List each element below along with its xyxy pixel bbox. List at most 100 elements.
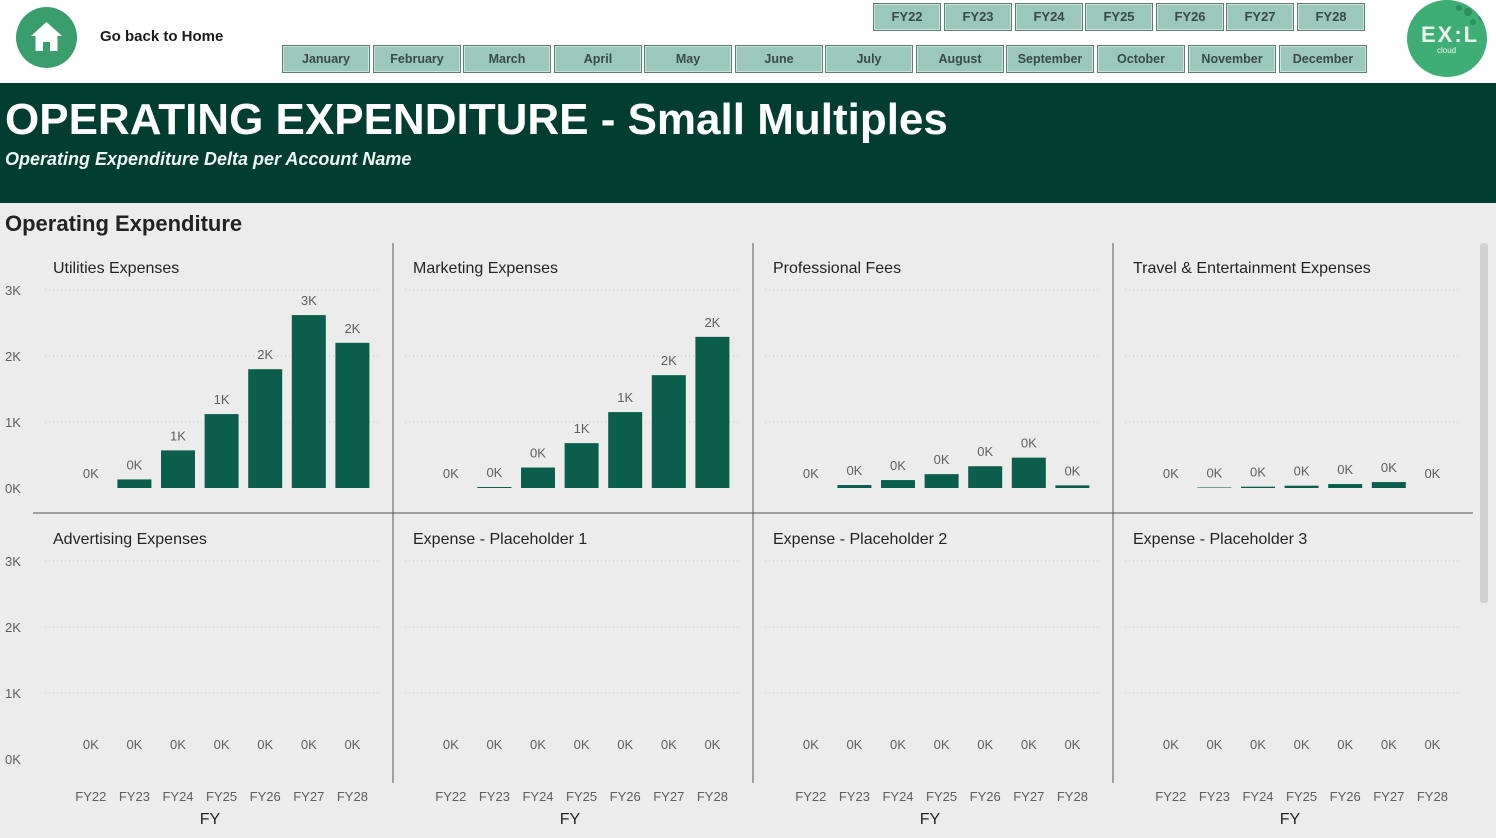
fy-slicer-fy25[interactable]: FY25	[1085, 3, 1153, 31]
bar	[924, 474, 959, 488]
bar	[881, 480, 915, 488]
x-tick-label: FY23	[119, 789, 150, 804]
x-tick-label: FY22	[435, 789, 466, 804]
data-label: 0K	[661, 737, 677, 752]
data-label: 0K	[1064, 463, 1080, 478]
small-multiples-chart: 0K 1K 2K 3K 0K 1K 2K 3K Utilities Expenses 0K 0K 1K…	[5, 243, 1473, 828]
x-tick-label: FY27	[653, 789, 684, 804]
fy-slicer-fy28[interactable]: FY28	[1297, 3, 1365, 31]
home-label[interactable]: Go back to Home	[100, 28, 224, 45]
fy-slicer-fy27[interactable]: FY27	[1226, 3, 1294, 31]
data-label: 0K	[977, 737, 993, 752]
month-slicer-november[interactable]: November	[1188, 45, 1276, 73]
data-label: 0K	[890, 737, 906, 752]
data-label: 0K	[934, 737, 950, 752]
x-tick-label: FY23	[1199, 789, 1230, 804]
month-slicer-may[interactable]: May	[644, 45, 732, 73]
brand-logo: EX:L cloud	[1407, 0, 1487, 77]
data-label: 0K	[846, 463, 862, 478]
data-label: 0K	[1424, 737, 1440, 752]
panel-title: Advertising Expenses	[53, 531, 207, 548]
bar	[837, 485, 872, 488]
data-label: 0K	[1206, 465, 1222, 480]
panel-title: Expense - Placeholder 3	[1133, 531, 1307, 548]
data-label: 2K	[704, 315, 720, 330]
data-label: 2K	[661, 353, 677, 368]
fy-slicer-fy22[interactable]: FY22	[873, 3, 941, 31]
x-tick-label: FY23	[839, 789, 870, 804]
data-label: 0K	[1163, 466, 1179, 481]
data-label: 1K	[617, 390, 633, 405]
page-title: OPERATING EXPENDITURE - Small Multiples	[5, 95, 948, 144]
x-tick-label: FY26	[250, 789, 281, 804]
x-axis-title: FY	[1280, 811, 1301, 828]
data-label: 0K	[1163, 737, 1179, 752]
data-label: 0K	[126, 737, 142, 752]
x-tick-label: FY22	[1155, 789, 1186, 804]
month-slicer-august[interactable]: August	[916, 45, 1004, 73]
bar	[248, 369, 283, 488]
page-subtitle: Operating Expenditure Delta per Account …	[5, 149, 412, 169]
x-tick-label: FY23	[479, 789, 510, 804]
bar	[608, 412, 643, 488]
y-tick-label: 1K	[5, 415, 21, 430]
data-label: 0K	[803, 466, 819, 481]
home-button[interactable]	[16, 7, 77, 68]
data-label: 2K	[344, 321, 360, 336]
panel-title: Marketing Expenses	[413, 260, 558, 277]
data-label: 1K	[214, 392, 230, 407]
data-label: 0K	[1250, 465, 1266, 480]
data-label: 0K	[617, 737, 633, 752]
month-slicer-march[interactable]: March	[463, 45, 551, 73]
bar	[161, 450, 195, 488]
home-icon	[31, 22, 62, 51]
month-slicer-june[interactable]: June	[735, 45, 823, 73]
data-label: 0K	[1337, 737, 1353, 752]
logo-subtext: cloud	[1437, 46, 1457, 55]
y-tick-label: 3K	[5, 554, 21, 569]
y-tick-label: 2K	[5, 620, 21, 635]
vertical-scrollbar[interactable]	[1480, 243, 1488, 603]
bar	[651, 375, 686, 488]
data-label: 0K	[486, 737, 502, 752]
x-tick-label: FY22	[75, 789, 106, 804]
fy-slicer-fy23[interactable]: FY23	[944, 3, 1012, 31]
bar	[1371, 482, 1406, 488]
data-label: 0K	[530, 446, 546, 461]
bar	[1055, 485, 1090, 488]
y-tick-label: 3K	[5, 283, 21, 298]
x-tick-label: FY25	[1286, 789, 1317, 804]
data-label: 0K	[934, 452, 950, 467]
bar	[335, 342, 370, 488]
x-tick-label: FY25	[566, 789, 597, 804]
bar	[695, 336, 730, 488]
x-tick-label: FY27	[293, 789, 324, 804]
data-label: 0K	[574, 737, 590, 752]
data-label: 0K	[890, 458, 906, 473]
fy-slicer-fy24[interactable]: FY24	[1015, 3, 1083, 31]
month-slicer-september[interactable]: September	[1006, 45, 1094, 73]
x-tick-label: FY26	[970, 789, 1001, 804]
bar	[564, 443, 599, 488]
top-bar: Go back to Home FY22 FY23 FY24 FY25 FY26 FY27…	[0, 0, 1496, 83]
month-slicer-february[interactable]: February	[373, 45, 461, 73]
x-tick-label: FY24	[522, 789, 553, 804]
x-axis-title: FY	[560, 811, 581, 828]
y-tick-label: 1K	[5, 686, 21, 701]
x-tick-label: FY22	[795, 789, 826, 804]
month-slicer-april[interactable]: April	[554, 45, 642, 73]
data-label: 0K	[803, 737, 819, 752]
fy-slicer-fy26[interactable]: FY26	[1156, 3, 1224, 31]
data-label: 0K	[486, 465, 502, 480]
month-slicer-october[interactable]: October	[1097, 45, 1185, 73]
data-label: 2K	[257, 347, 273, 362]
month-slicer-january[interactable]: January	[282, 45, 370, 73]
month-slicer-july[interactable]: July	[825, 45, 913, 73]
panel-title: Travel & Entertainment Expenses	[1133, 260, 1371, 277]
x-tick-label: FY26	[610, 789, 641, 804]
bar	[1197, 487, 1232, 488]
month-slicer-december[interactable]: December	[1279, 45, 1367, 73]
panel-title: Professional Fees	[773, 260, 901, 277]
data-label: 0K	[1337, 462, 1353, 477]
bar	[1241, 486, 1275, 488]
